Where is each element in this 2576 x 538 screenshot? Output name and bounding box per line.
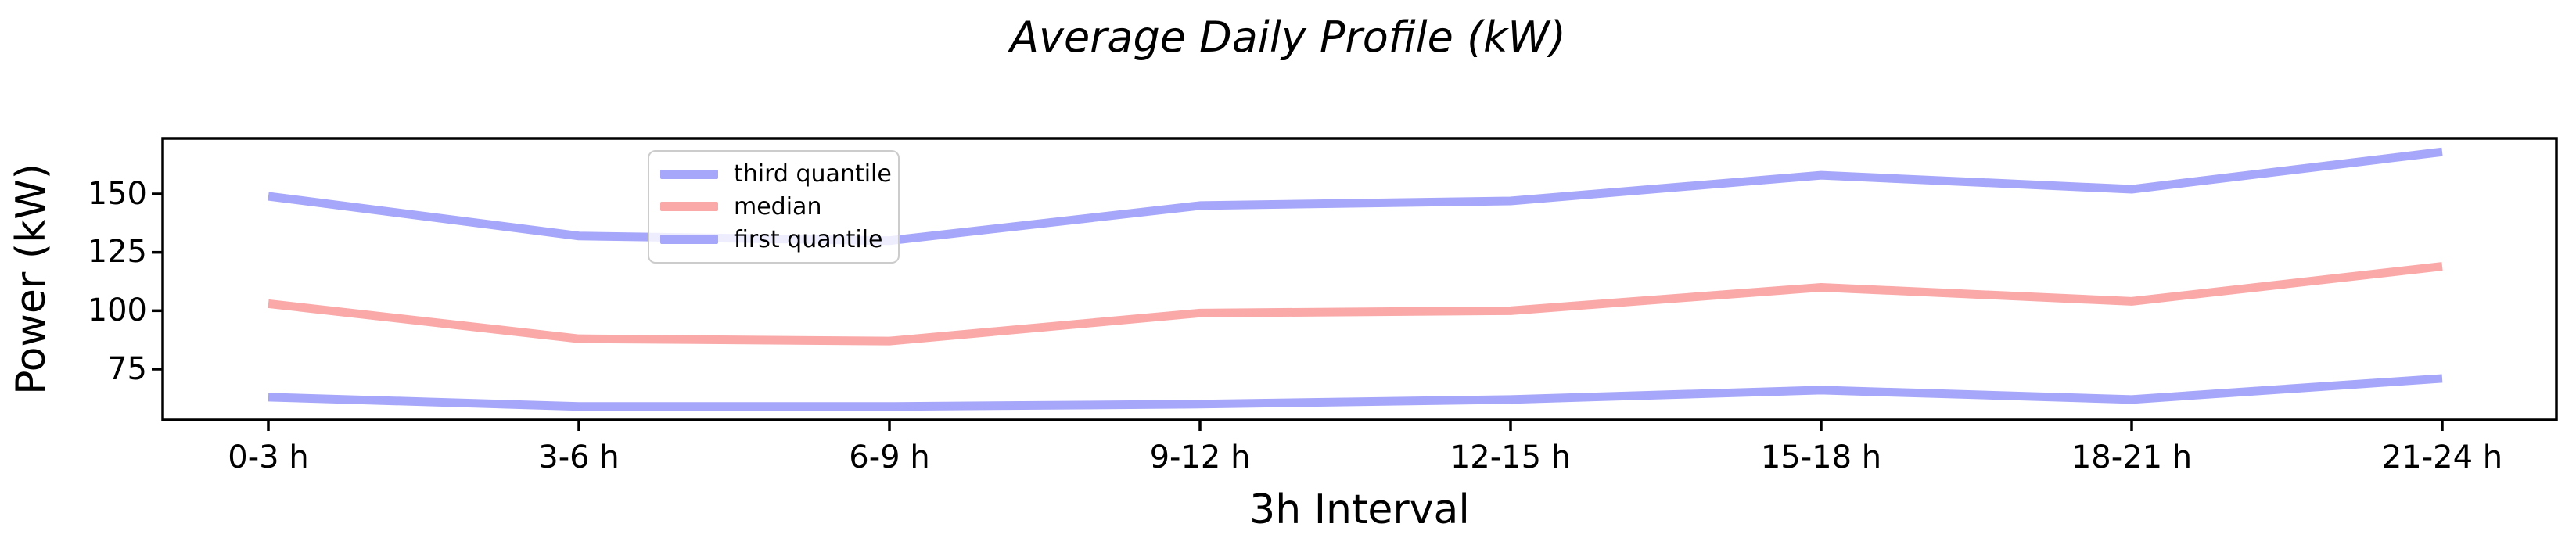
x-tick-label: 15-18 h [1760, 439, 1882, 475]
legend-box: third quantile median first quantile [648, 150, 900, 264]
chart-title: Average Daily Profile (kW) [1010, 13, 1566, 62]
x-tick-label: 21-24 h [2381, 439, 2503, 475]
y-tick-label: 125 [87, 234, 147, 270]
y-tick-label: 75 [107, 351, 147, 387]
plot-frame [161, 137, 2558, 421]
legend-label: third quantile [734, 160, 892, 188]
legend-entry-third-quantile: third quantile [660, 160, 892, 188]
x-tick-label: 3-6 h [538, 439, 620, 475]
x-tick-label: 6-9 h [849, 439, 930, 475]
legend-entry-first-quantile: first quantile [660, 226, 887, 253]
median-line [268, 262, 2443, 346]
x-tick-label: 9-12 h [1149, 439, 1251, 475]
third-quantile-swatch [660, 169, 718, 179]
x-tick-label: 18-21 h [2071, 439, 2193, 475]
x-tick-label: 0-3 h [228, 439, 309, 475]
first-quantile-swatch [660, 235, 718, 245]
third-quantile-line [268, 147, 2443, 246]
legend-label: first quantile [734, 225, 883, 253]
legend-entry-median: median [660, 193, 887, 221]
x-axis-label: 3h Interval [1249, 486, 1470, 533]
legend-label: median [734, 192, 822, 221]
y-tick-label: 150 [87, 176, 147, 212]
y-tick-label: 100 [87, 292, 147, 328]
x-tick-label: 12-15 h [1450, 439, 1572, 475]
median-swatch [660, 202, 718, 212]
first-quantile-line [268, 374, 2443, 411]
